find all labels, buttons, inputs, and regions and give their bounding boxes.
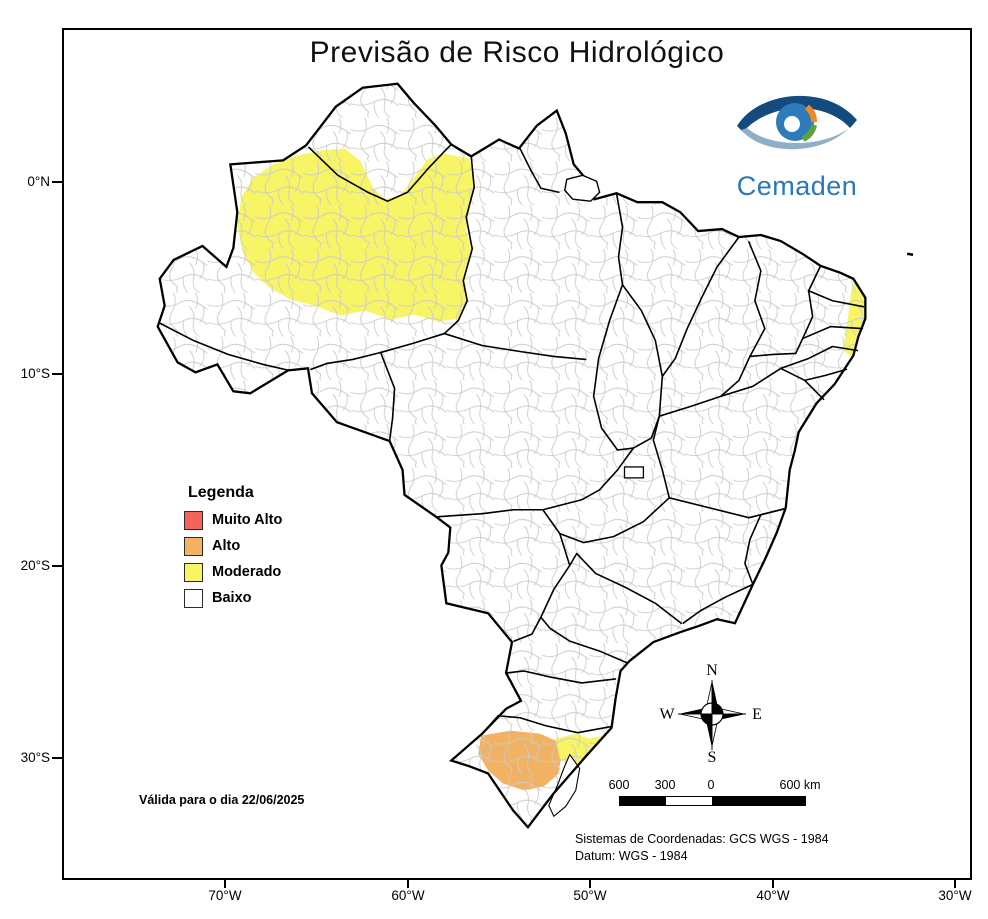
- legend: Legenda Muito Alto Alto Moderado Baixo: [184, 484, 282, 615]
- map-frame: [62, 28, 972, 880]
- lat-tick-10s: [52, 373, 64, 375]
- lat-label-0n: 0°N: [27, 174, 50, 189]
- brazil-map: [156, 82, 914, 829]
- legend-label-alto: Alto: [212, 538, 241, 554]
- cemaden-logo: Cemaden: [722, 80, 872, 202]
- lon-label-30w: 30°W: [938, 888, 972, 903]
- legend-swatch-moderado: [184, 563, 203, 582]
- lat-tick-0n: [52, 181, 64, 183]
- compass-rose: N S E W: [658, 658, 766, 771]
- marajo-island: [564, 174, 601, 202]
- coordinate-system-line2: Datum: WGS - 1984: [575, 848, 688, 863]
- lon-label-60w: 60°W: [391, 888, 425, 903]
- lat-label-10s: 10°S: [20, 366, 50, 381]
- scale-label-600-left: 600: [608, 778, 630, 792]
- lon-label-40w: 40°W: [756, 888, 790, 903]
- legend-swatch-muito-alto: [184, 511, 203, 530]
- cemaden-wordmark: Cemaden: [736, 171, 858, 201]
- scale-label-600-km: 600 km: [779, 778, 821, 792]
- page-title: Previsão de Risco Hidrológico: [309, 36, 725, 69]
- lat-label-20s: 20°S: [20, 558, 50, 573]
- scale-label-300: 300: [654, 778, 676, 792]
- compass-n-label: N: [706, 662, 718, 679]
- lat-tick-30s: [52, 757, 64, 759]
- lon-label-50w: 50°W: [573, 888, 607, 903]
- lagoa-dos-patos: [548, 753, 581, 818]
- lon-tick-40w: [772, 878, 774, 888]
- legend-item-muito-alto: Muito Alto: [184, 511, 282, 530]
- legend-item-baixo: Baixo: [184, 589, 282, 608]
- lon-tick-70w: [224, 878, 226, 888]
- legend-title: Legenda: [188, 484, 254, 501]
- compass-e-label: E: [752, 706, 762, 723]
- fernando-de-noronha: [906, 252, 914, 257]
- scale-bar: 600 300 0 600 km: [560, 778, 860, 814]
- coordinate-system-line1: Sistemas de Coordenadas: GCS WGS - 1984: [575, 832, 829, 846]
- validity-note: Válida para o dia 22/06/2025: [139, 793, 305, 807]
- legend-label-baixo: Baixo: [212, 590, 252, 606]
- lat-tick-20s: [52, 565, 64, 567]
- legend-item-moderado: Moderado: [184, 563, 282, 582]
- legend-label-moderado: Moderado: [212, 564, 282, 580]
- cemaden-eye-icon: [737, 95, 857, 150]
- lon-label-70w: 70°W: [208, 888, 242, 903]
- lat-label-30s: 30°S: [20, 750, 50, 765]
- coordinate-system-note: Sistemas de Coordenadas: GCS WGS - 1984 …: [575, 831, 829, 864]
- compass-w-label: W: [659, 706, 675, 723]
- lon-tick-50w: [589, 878, 591, 888]
- lon-tick-30w: [954, 878, 956, 888]
- scale-label-0: 0: [707, 778, 715, 792]
- distrito-federal: [623, 466, 645, 479]
- legend-item-alto: Alto: [184, 537, 282, 556]
- scale-bar-graphic: [619, 796, 806, 806]
- compass-s-label: S: [708, 749, 717, 766]
- lon-tick-60w: [407, 878, 409, 888]
- legend-swatch-baixo: [184, 589, 203, 608]
- legend-label-muito-alto: Muito Alto: [212, 512, 283, 528]
- legend-swatch-alto: [184, 537, 203, 556]
